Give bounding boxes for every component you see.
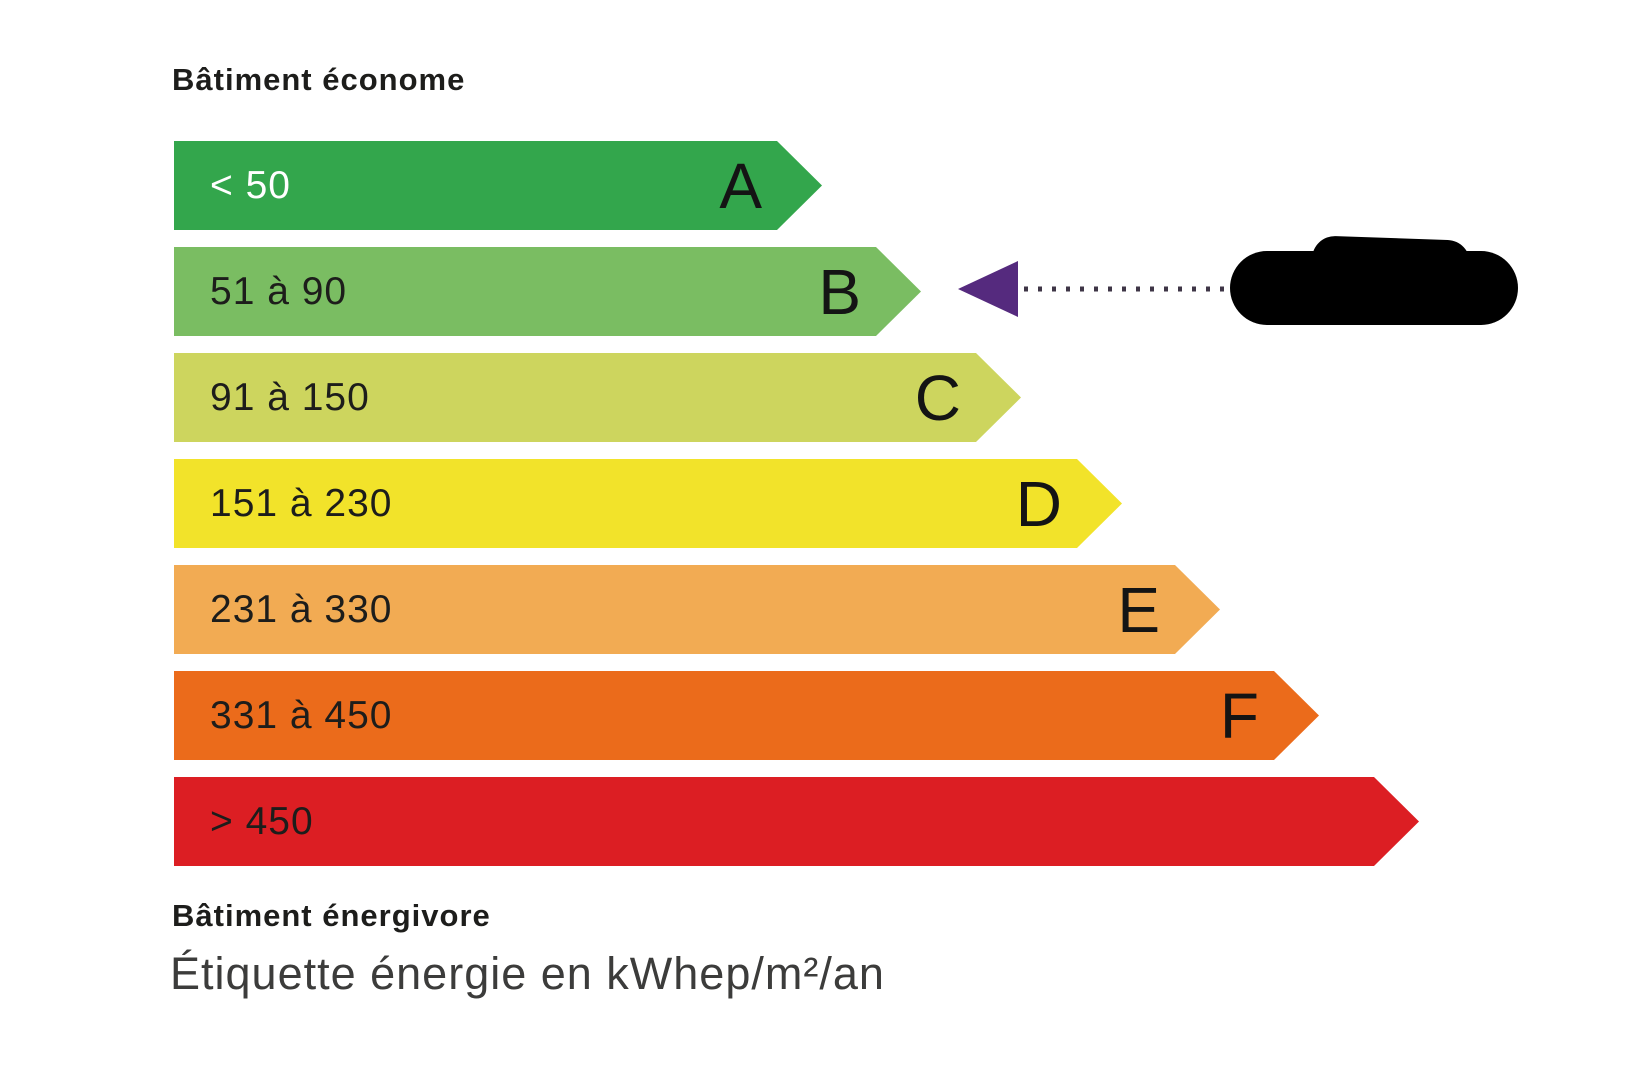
energy-class-row-d: 151 à 230 D — [174, 459, 1122, 548]
energy-class-row-c: 91 à 150 C — [174, 353, 1021, 442]
class-range-label: < 50 — [210, 163, 291, 207]
class-letter: E — [1117, 573, 1160, 646]
class-letter: B — [818, 255, 861, 328]
class-letter: C — [914, 361, 961, 434]
economical-building-label: Bâtiment économe — [172, 62, 466, 97]
class-letter: D — [1015, 467, 1062, 540]
energy-class-row-b: 51 à 90 B — [174, 247, 921, 336]
class-range-label: 91 à 150 — [210, 375, 370, 419]
energy-hungry-building-label: Bâtiment énergivore — [172, 898, 491, 933]
energy-class-row-a: < 50 A — [174, 141, 822, 230]
energy-class-row-g: > 450 — [174, 777, 1419, 866]
energy-class-row-e: 231 à 330 E — [174, 565, 1220, 654]
class-letter: F — [1219, 679, 1259, 752]
class-range-label: 151 à 230 — [210, 481, 393, 525]
class-range-label: 331 à 450 — [210, 693, 393, 737]
class-range-label: 231 à 330 — [210, 587, 393, 631]
energy-label-caption: Étiquette énergie en kWhep/m²/an — [170, 948, 885, 999]
class-range-label: 51 à 90 — [210, 269, 348, 313]
energy-class-row-f: 331 à 450 F — [174, 671, 1319, 760]
class-range-label: > 450 — [210, 799, 314, 843]
class-letter: A — [719, 149, 762, 222]
energy-class-bars: < 50 A 51 à 90 B 91 à 150 C 151 à 230 D … — [174, 141, 1419, 883]
